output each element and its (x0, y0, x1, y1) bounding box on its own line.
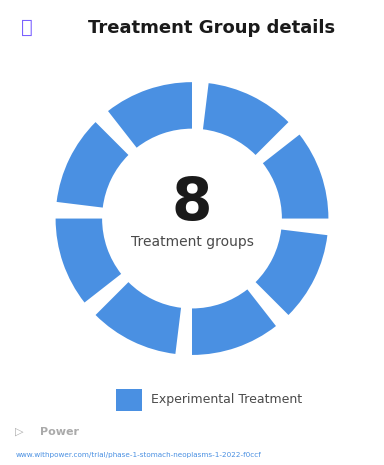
Wedge shape (96, 282, 181, 354)
Wedge shape (192, 289, 276, 355)
Text: Experimental Treatment: Experimental Treatment (151, 393, 302, 406)
FancyBboxPatch shape (116, 389, 142, 411)
Text: Treatment Group details: Treatment Group details (88, 19, 335, 37)
Wedge shape (256, 230, 328, 315)
Text: 8: 8 (172, 174, 212, 232)
Wedge shape (56, 219, 121, 303)
Wedge shape (263, 134, 328, 219)
Wedge shape (56, 122, 128, 207)
Wedge shape (203, 83, 288, 155)
Text: Treatment groups: Treatment groups (131, 235, 253, 249)
Text: ▷: ▷ (15, 426, 24, 437)
Text: Power: Power (40, 426, 79, 437)
Text: www.withpower.com/trial/phase-1-stomach-neoplasms-1-2022-f0ccf: www.withpower.com/trial/phase-1-stomach-… (15, 452, 261, 458)
Text: 👥: 👥 (21, 19, 33, 37)
Wedge shape (108, 82, 192, 148)
